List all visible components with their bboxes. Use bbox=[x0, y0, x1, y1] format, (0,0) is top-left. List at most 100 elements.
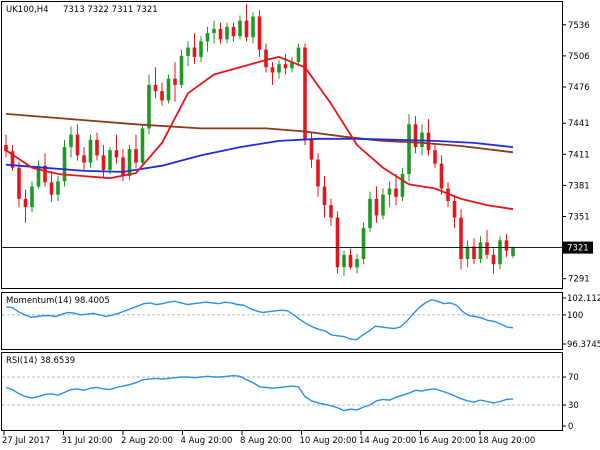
candle-body bbox=[439, 163, 444, 189]
candle-body bbox=[244, 20, 249, 38]
last-price-label: 7321 bbox=[567, 244, 589, 254]
candle-body bbox=[114, 150, 119, 158]
rsi-label: RSI(14) 38.6539 bbox=[6, 356, 75, 366]
candle-body bbox=[511, 247, 515, 256]
candle-body bbox=[374, 198, 379, 216]
price-panel-frame bbox=[1, 1, 563, 289]
candle-body bbox=[43, 165, 47, 183]
momentum-panel-frame bbox=[1, 292, 563, 350]
time-tick-label: 4 Aug 20:00 bbox=[181, 436, 233, 446]
candle-body bbox=[387, 188, 392, 195]
candle-body bbox=[49, 182, 54, 195]
momentum-tick-label: 100 bbox=[567, 311, 583, 321]
rsi-tick-label: 0 bbox=[568, 422, 573, 432]
candle-body bbox=[192, 47, 197, 57]
candle-body bbox=[36, 165, 41, 187]
time-tick-label: 14 Aug 20:00 bbox=[359, 436, 416, 446]
candle-body bbox=[95, 139, 99, 156]
candle-body bbox=[309, 138, 314, 160]
candle-body bbox=[251, 16, 255, 38]
price-tick-label: 7506 bbox=[568, 52, 590, 62]
candle-body bbox=[147, 84, 151, 129]
candle-body bbox=[127, 149, 132, 177]
candle-body bbox=[472, 246, 476, 259]
momentum-line bbox=[5, 298, 514, 341]
candle-body bbox=[296, 47, 301, 63]
candle-body bbox=[394, 188, 398, 197]
momentum-label: Momentum(14) 98.4005 bbox=[6, 296, 110, 306]
candle-body bbox=[134, 149, 138, 163]
price-axis: 7536 7506 7476 7441 7411 7381 7351 7291 bbox=[562, 21, 590, 285]
candle-body bbox=[88, 139, 93, 163]
candle-body bbox=[121, 157, 125, 177]
rsi-panel-frame bbox=[1, 352, 563, 431]
candle-body bbox=[277, 64, 281, 73]
time-tick-label: 8 Aug 20:00 bbox=[240, 436, 292, 446]
moving-averages bbox=[5, 56, 514, 211]
candle-body bbox=[381, 194, 385, 216]
candle-body bbox=[504, 240, 509, 251]
candle-body bbox=[452, 200, 457, 218]
candle-body bbox=[56, 181, 60, 195]
rsi-line bbox=[5, 374, 514, 412]
candle-body bbox=[368, 198, 372, 228]
candle-body bbox=[303, 47, 307, 139]
candle-body bbox=[82, 155, 86, 163]
candle-body bbox=[478, 242, 483, 259]
candle-body bbox=[62, 147, 67, 182]
price-tick-label: 7411 bbox=[568, 150, 590, 160]
time-tick-label: 18 Aug 20:00 bbox=[478, 436, 535, 446]
price-tick-label: 7536 bbox=[568, 21, 590, 31]
candle-body bbox=[400, 174, 405, 197]
candle-body bbox=[413, 124, 418, 148]
symbol-title: UK100,H4 bbox=[6, 5, 49, 15]
candle-body bbox=[335, 217, 340, 268]
candle-body bbox=[160, 91, 164, 101]
sma-slow-line bbox=[5, 113, 514, 154]
candle-body bbox=[179, 55, 184, 85]
candle-body bbox=[257, 16, 262, 50]
candle-body bbox=[108, 150, 112, 170]
rsi-indicator: 70 30 0 bbox=[2, 373, 579, 432]
candle-body bbox=[205, 33, 210, 42]
candle-body bbox=[361, 227, 366, 259]
momentum-indicator: 102.1129 100 96.3745 bbox=[2, 294, 600, 350]
candle-body bbox=[459, 217, 463, 259]
candle-body bbox=[75, 134, 80, 156]
rsi-tick-label: 30 bbox=[568, 401, 579, 411]
candle-body bbox=[322, 186, 327, 206]
candle-body bbox=[186, 47, 190, 56]
price-tick-label: 7441 bbox=[568, 119, 590, 129]
candle-body bbox=[69, 134, 73, 148]
candle-body bbox=[348, 254, 353, 268]
candle-body bbox=[212, 28, 216, 34]
candle-body bbox=[231, 26, 236, 37]
candle-body bbox=[485, 242, 489, 255]
candle-body bbox=[166, 78, 171, 101]
candle-body bbox=[329, 205, 333, 218]
candle-body bbox=[153, 84, 158, 92]
candle-body bbox=[433, 150, 437, 164]
candle-body bbox=[264, 49, 268, 68]
candle-body bbox=[342, 254, 346, 268]
candle-body bbox=[140, 128, 145, 163]
candle-body bbox=[173, 78, 177, 85]
sma-fast-line bbox=[5, 56, 514, 211]
time-tick-label: 31 Jul 20:00 bbox=[62, 436, 113, 446]
sma-mid-line bbox=[5, 137, 514, 173]
last-price-line: 7321 bbox=[2, 241, 593, 254]
ohlc-values: 7313 7322 7311 7321 bbox=[63, 5, 158, 15]
candle-body bbox=[23, 198, 28, 208]
candle-body bbox=[498, 240, 502, 265]
candle-body bbox=[10, 151, 15, 168]
candle-body bbox=[218, 28, 223, 40]
candle-body bbox=[270, 67, 275, 73]
candle-body bbox=[446, 188, 450, 201]
candle-body bbox=[199, 41, 203, 57]
candle-body bbox=[290, 62, 294, 69]
price-tick-label: 7381 bbox=[568, 181, 590, 191]
candle-body bbox=[465, 246, 470, 259]
candle-body bbox=[407, 124, 411, 175]
price-tick-label: 7291 bbox=[568, 275, 590, 285]
